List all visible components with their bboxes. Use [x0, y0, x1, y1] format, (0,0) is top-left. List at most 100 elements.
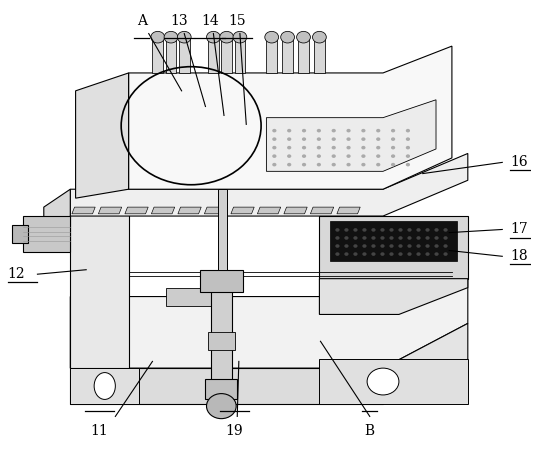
Circle shape: [389, 244, 394, 248]
Circle shape: [362, 146, 365, 149]
Circle shape: [443, 236, 447, 240]
Circle shape: [435, 252, 438, 256]
Circle shape: [347, 129, 351, 132]
Circle shape: [287, 146, 292, 149]
Circle shape: [354, 252, 358, 256]
Polygon shape: [205, 207, 227, 214]
Circle shape: [389, 228, 394, 232]
Polygon shape: [257, 207, 281, 214]
Circle shape: [332, 154, 336, 158]
Polygon shape: [200, 270, 242, 292]
Polygon shape: [129, 46, 452, 189]
Circle shape: [272, 137, 277, 141]
Circle shape: [407, 228, 412, 232]
Polygon shape: [12, 225, 28, 243]
Circle shape: [443, 252, 447, 256]
Circle shape: [335, 244, 340, 248]
Circle shape: [317, 129, 321, 132]
Circle shape: [335, 236, 340, 240]
Circle shape: [347, 154, 351, 158]
Circle shape: [362, 163, 365, 166]
Circle shape: [391, 146, 395, 149]
Circle shape: [347, 163, 351, 166]
Circle shape: [376, 129, 380, 132]
Circle shape: [398, 244, 403, 248]
Circle shape: [347, 137, 351, 141]
Circle shape: [354, 236, 358, 240]
Polygon shape: [98, 207, 122, 214]
Circle shape: [312, 32, 326, 43]
Circle shape: [347, 146, 351, 149]
Polygon shape: [125, 207, 148, 214]
Circle shape: [406, 137, 410, 141]
Circle shape: [391, 129, 395, 132]
Polygon shape: [314, 40, 325, 73]
Circle shape: [389, 236, 394, 240]
Circle shape: [435, 236, 438, 240]
Circle shape: [302, 137, 306, 141]
Polygon shape: [222, 40, 232, 73]
Circle shape: [287, 129, 292, 132]
Polygon shape: [76, 73, 129, 198]
Circle shape: [380, 228, 384, 232]
Circle shape: [317, 163, 321, 166]
Circle shape: [302, 129, 306, 132]
Circle shape: [406, 129, 410, 132]
Polygon shape: [70, 368, 383, 404]
Polygon shape: [266, 40, 277, 73]
Circle shape: [407, 244, 412, 248]
Circle shape: [398, 228, 403, 232]
Polygon shape: [234, 40, 245, 73]
Polygon shape: [151, 207, 175, 214]
Circle shape: [417, 244, 421, 248]
Polygon shape: [337, 207, 360, 214]
Circle shape: [220, 32, 233, 43]
Text: 18: 18: [510, 249, 528, 263]
Circle shape: [406, 154, 410, 158]
Circle shape: [207, 32, 221, 43]
Circle shape: [332, 163, 336, 166]
Circle shape: [287, 137, 292, 141]
Circle shape: [335, 228, 340, 232]
Circle shape: [317, 146, 321, 149]
Ellipse shape: [367, 368, 399, 395]
Circle shape: [354, 228, 358, 232]
Circle shape: [380, 244, 384, 248]
Circle shape: [417, 252, 421, 256]
Circle shape: [371, 236, 375, 240]
Circle shape: [296, 32, 310, 43]
Circle shape: [443, 244, 447, 248]
Circle shape: [380, 236, 384, 240]
Circle shape: [354, 244, 358, 248]
Circle shape: [376, 163, 380, 166]
Circle shape: [335, 252, 340, 256]
Polygon shape: [206, 379, 237, 400]
Text: 19: 19: [226, 424, 244, 438]
Polygon shape: [211, 279, 232, 391]
Circle shape: [389, 252, 394, 256]
Text: 12: 12: [8, 267, 26, 281]
Polygon shape: [70, 252, 468, 368]
Circle shape: [332, 129, 336, 132]
Circle shape: [272, 154, 277, 158]
Polygon shape: [319, 279, 468, 315]
Circle shape: [151, 32, 164, 43]
Polygon shape: [282, 40, 293, 73]
Circle shape: [272, 146, 277, 149]
Circle shape: [287, 163, 292, 166]
Polygon shape: [44, 189, 70, 234]
Circle shape: [426, 244, 430, 248]
Polygon shape: [266, 100, 436, 171]
Circle shape: [332, 137, 336, 141]
Ellipse shape: [94, 373, 115, 400]
Polygon shape: [383, 324, 468, 404]
Polygon shape: [284, 207, 307, 214]
Polygon shape: [319, 359, 468, 404]
Circle shape: [177, 32, 191, 43]
Circle shape: [272, 129, 277, 132]
Circle shape: [380, 252, 384, 256]
Circle shape: [344, 228, 349, 232]
Polygon shape: [70, 153, 468, 216]
Circle shape: [363, 252, 366, 256]
Circle shape: [233, 32, 247, 43]
